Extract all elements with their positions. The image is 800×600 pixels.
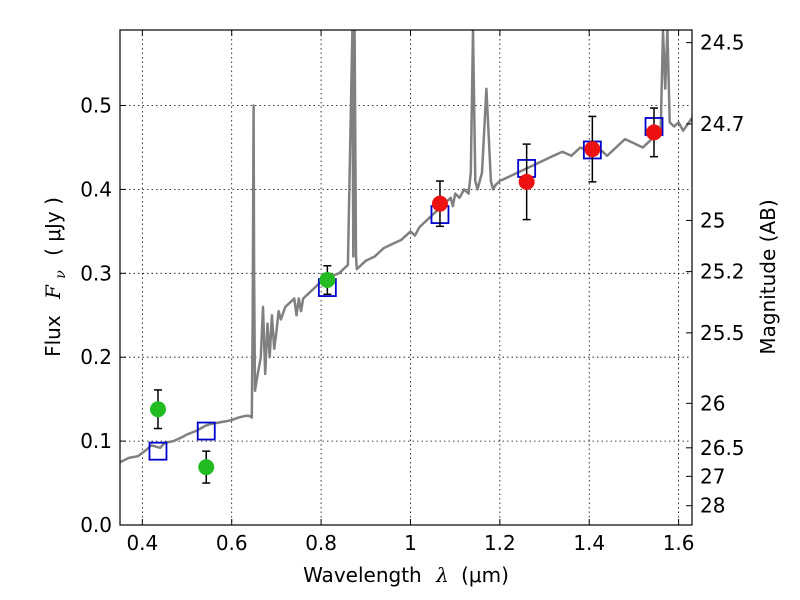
spectrum-layer: [120, 30, 692, 464]
x-tick-label: 0.6: [216, 531, 248, 555]
y2-tick-label: 24.5: [700, 31, 745, 55]
y-tick-label: 0.3: [80, 261, 112, 285]
plot-frame: [119, 29, 693, 526]
x-axis-label: Wavelength λ (μm): [303, 563, 509, 587]
x-tick-label: 1: [404, 531, 417, 555]
x-tick-label: 1.6: [663, 531, 695, 555]
y2-tick-label: 25.2: [700, 260, 745, 284]
tick-layer: 0.4 0.6 0.8 1 1.2 1.4 1.6 0.0 0.1 0.2 0.3 0.4 0.5 24.…: [80, 30, 745, 555]
x-tick-label: 0.8: [305, 531, 337, 555]
observed-flux-point: [584, 141, 601, 158]
template-spectrum-line: [120, 30, 692, 464]
observed-flux-point: [198, 459, 215, 476]
y2-tick-label: 25.5: [700, 321, 745, 345]
y-tick-label: 0.0: [80, 513, 112, 537]
y-tick-label: 0.5: [80, 94, 112, 118]
grid: [120, 30, 692, 525]
y2-tick-label: 26.5: [700, 436, 745, 460]
y-tick-label: 0.1: [80, 429, 112, 453]
observed-flux-point: [431, 195, 448, 212]
observed-flux-point: [518, 173, 535, 190]
y-tick-label: 0.2: [80, 345, 112, 369]
x-tick-label: 1.4: [573, 531, 605, 555]
marker-layer: [148, 107, 664, 484]
y2-tick-label: 24.7: [700, 112, 745, 136]
y2-tick-label: 26: [700, 391, 725, 415]
y2-axis-label: Magnitude (AB): [756, 199, 780, 354]
model-photometry-square: [148, 441, 168, 461]
observed-flux-point: [319, 272, 336, 289]
y-tick-label: 0.4: [80, 177, 112, 201]
y2-tick-label: 27: [700, 464, 725, 488]
observed-flux-point: [646, 124, 663, 141]
observed-flux-point: [149, 401, 166, 418]
y2-tick-label: 28: [700, 494, 725, 518]
model-photometry-square: [196, 421, 216, 441]
y2-tick-label: 25: [700, 208, 725, 232]
y-axis-label: Flux F ν ( μJy ): [41, 197, 70, 357]
x-tick-label: 1.2: [484, 531, 516, 555]
x-tick-label: 0.4: [126, 531, 158, 555]
